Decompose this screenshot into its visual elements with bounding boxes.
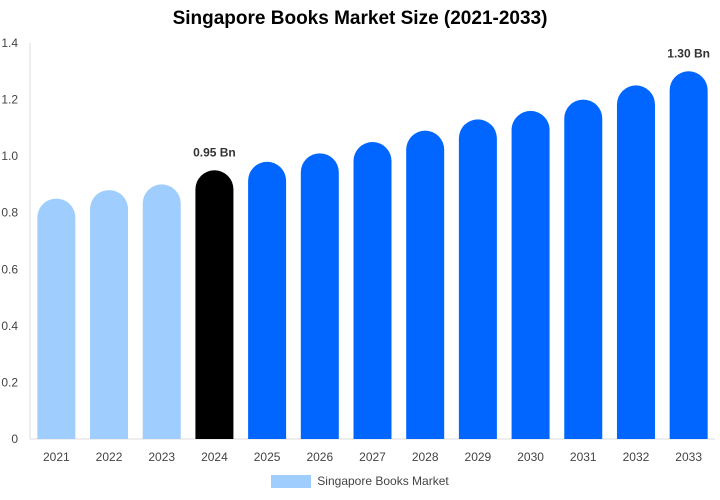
- bar-2032: [616, 85, 655, 439]
- chart-title: Singapore Books Market Size (2021-2033): [172, 8, 548, 29]
- bar-2027: [353, 142, 392, 439]
- bar-2021: [37, 198, 76, 439]
- bar-2031: [564, 99, 603, 440]
- x-tick-label: 2027: [359, 450, 386, 464]
- x-tick-label: 2030: [517, 450, 544, 464]
- bar-2028: [406, 130, 445, 439]
- y-tick-label: 1.0: [1, 149, 18, 163]
- y-tick-label: 0.4: [1, 319, 18, 333]
- legend-label: Singapore Books Market: [317, 474, 449, 488]
- bar-2033: [669, 71, 708, 440]
- bar-2022: [90, 190, 129, 439]
- bar-2030: [511, 110, 550, 439]
- y-tick-label: 0.8: [1, 206, 18, 220]
- data-label-2024: 0.95 Bn: [193, 145, 236, 159]
- legend: Singapore Books Market: [0, 474, 720, 488]
- x-tick-label: 2032: [623, 450, 650, 464]
- x-tick-label: 2021: [43, 450, 70, 464]
- x-tick-label: 2024: [201, 450, 228, 464]
- bar-2025: [248, 161, 287, 440]
- y-tick-label: 0.2: [1, 375, 18, 389]
- bar-2023: [142, 184, 181, 439]
- bar-2029: [458, 119, 497, 439]
- x-tick-label: 2029: [465, 450, 492, 464]
- data-label-2033: 1.30 Bn: [667, 46, 710, 60]
- legend-swatch: [271, 474, 312, 488]
- x-tick-label: 2025: [254, 450, 281, 464]
- x-tick-label: 2022: [96, 450, 123, 464]
- y-tick-label: 0: [11, 432, 18, 446]
- bar-2026: [300, 153, 339, 440]
- y-tick-label: 1.2: [1, 93, 18, 107]
- x-tick-label: 2026: [306, 450, 333, 464]
- y-tick-label: 0.6: [1, 262, 18, 276]
- x-tick-label: 2028: [412, 450, 439, 464]
- x-tick-label: 2023: [148, 450, 175, 464]
- bar-2024: [195, 170, 234, 440]
- x-tick-label: 2033: [675, 450, 702, 464]
- x-tick-label: 2031: [570, 450, 597, 464]
- y-tick-label: 1.4: [1, 36, 18, 50]
